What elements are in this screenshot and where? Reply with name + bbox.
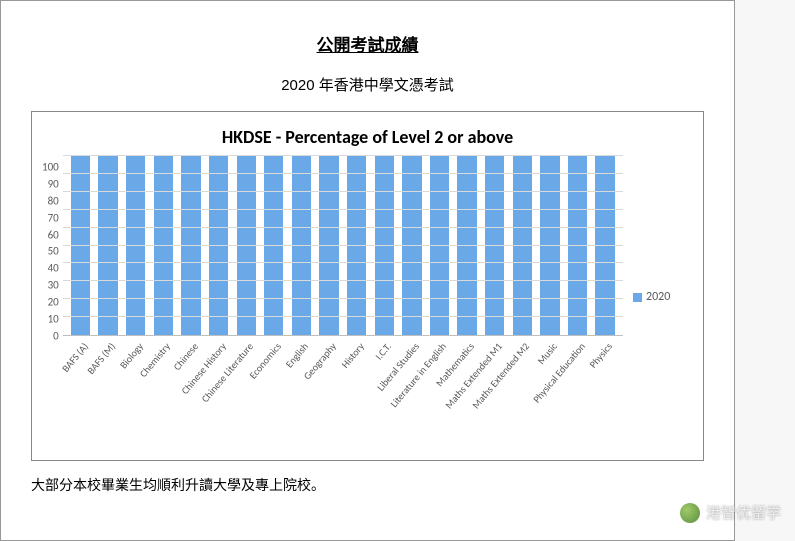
bars-container bbox=[63, 156, 623, 335]
bar bbox=[126, 156, 145, 335]
y-tick-label: 60 bbox=[42, 229, 59, 240]
y-tick-label: 40 bbox=[42, 263, 59, 274]
chart-body: 0 10 20 30 40 50 60 70 80 90 100 BAFS (A)BAFS (M)B… bbox=[42, 156, 693, 438]
bar bbox=[375, 156, 394, 335]
bar-slot bbox=[288, 156, 316, 335]
bar bbox=[513, 156, 532, 335]
footnote-text: 大部分本校畢業生均順利升讀大學及專上院校。 bbox=[31, 475, 704, 495]
y-tick-label: 100 bbox=[42, 162, 59, 173]
chart-grid bbox=[63, 156, 623, 336]
hkdse-chart: HKDSE - Percentage of Level 2 or above 0… bbox=[31, 111, 704, 461]
x-label-slot: Biology bbox=[122, 336, 150, 436]
x-label-slot: English bbox=[288, 336, 316, 436]
gridline bbox=[63, 155, 623, 156]
x-label-slot: Geography bbox=[315, 336, 343, 436]
x-label-slot: BAFS (A) bbox=[67, 336, 95, 436]
plot-area: BAFS (A)BAFS (M)BiologyChemistryChineseC… bbox=[63, 156, 623, 438]
gridline bbox=[63, 173, 623, 174]
y-tick-label: 30 bbox=[42, 280, 59, 291]
gridline bbox=[63, 191, 623, 192]
bar-slot bbox=[343, 156, 371, 335]
plot-column: 0 10 20 30 40 50 60 70 80 90 100 BAFS (A)BAFS (M)B… bbox=[42, 156, 623, 438]
bar bbox=[540, 156, 559, 335]
gridline bbox=[63, 280, 623, 281]
gridline bbox=[63, 316, 623, 317]
x-label-slot: Chinese Literature bbox=[232, 336, 260, 436]
x-label-slot: Chemistry bbox=[150, 336, 178, 436]
y-tick-label: 90 bbox=[42, 178, 59, 189]
x-label-slot: Physics bbox=[591, 336, 619, 436]
y-axis-labels: 0102030405060708090100 bbox=[42, 156, 63, 336]
bar bbox=[71, 156, 90, 335]
bar bbox=[98, 156, 117, 335]
bar-slot bbox=[370, 156, 398, 335]
bar bbox=[237, 156, 256, 335]
y-tick-label: 80 bbox=[42, 195, 59, 206]
watermark-text: 港智优留学 bbox=[706, 502, 781, 523]
gridline bbox=[63, 298, 623, 299]
gridline bbox=[63, 209, 623, 210]
gridline bbox=[63, 227, 623, 228]
bar-slot bbox=[508, 156, 536, 335]
bar-slot bbox=[232, 156, 260, 335]
bar bbox=[209, 156, 228, 335]
bar-slot bbox=[426, 156, 454, 335]
bar-slot bbox=[398, 156, 426, 335]
x-label-slot: BAFS (M) bbox=[94, 336, 122, 436]
bar bbox=[457, 156, 476, 335]
y-tick-label: 20 bbox=[42, 297, 59, 308]
bar bbox=[264, 156, 283, 335]
gridline bbox=[63, 262, 623, 263]
x-axis-labels: BAFS (A)BAFS (M)BiologyChemistryChineseC… bbox=[63, 336, 623, 436]
bar-slot bbox=[315, 156, 343, 335]
legend-item-2020: 2020 bbox=[633, 290, 670, 304]
bar bbox=[154, 156, 173, 335]
x-label-slot: History bbox=[343, 336, 371, 436]
bar-slot bbox=[564, 156, 592, 335]
gridline bbox=[63, 245, 623, 246]
x-label-slot: Maths Extended M2 bbox=[508, 336, 536, 436]
bar-slot bbox=[481, 156, 509, 335]
bar-slot bbox=[67, 156, 95, 335]
x-label-slot: Economics bbox=[260, 336, 288, 436]
chart-legend: 2020 bbox=[623, 156, 693, 438]
document-page: 公開考試成績 2020 年香港中學文憑考試 HKDSE - Percentage… bbox=[0, 0, 735, 541]
x-tick-label: Music bbox=[534, 340, 560, 367]
y-tick-label: 70 bbox=[42, 212, 59, 223]
watermark: 港智优留学 bbox=[680, 502, 781, 523]
bar bbox=[430, 156, 449, 335]
bar bbox=[181, 156, 200, 335]
bar bbox=[347, 156, 366, 335]
bar bbox=[319, 156, 338, 335]
legend-swatch bbox=[633, 293, 642, 302]
bar-slot bbox=[177, 156, 205, 335]
bar bbox=[292, 156, 311, 335]
legend-label: 2020 bbox=[646, 290, 670, 304]
bar-slot bbox=[94, 156, 122, 335]
x-tick-label: History bbox=[338, 340, 367, 371]
bar-slot bbox=[122, 156, 150, 335]
bar-slot bbox=[205, 156, 233, 335]
x-tick-label: I.C.T. bbox=[372, 340, 394, 362]
x-tick-label: Physics bbox=[586, 340, 615, 371]
y-tick-label: 50 bbox=[42, 246, 59, 257]
x-label-slot: Physical Education bbox=[564, 336, 592, 436]
y-tick-label: 10 bbox=[42, 314, 59, 325]
bar-slot bbox=[536, 156, 564, 335]
bar bbox=[402, 156, 421, 335]
bar-slot bbox=[150, 156, 178, 335]
bar-slot bbox=[591, 156, 619, 335]
bar bbox=[485, 156, 504, 335]
bar-slot bbox=[453, 156, 481, 335]
bar bbox=[595, 156, 614, 335]
y-tick-label: 0 bbox=[42, 330, 59, 341]
page-subtitle: 2020 年香港中學文憑考試 bbox=[31, 74, 704, 95]
bar bbox=[568, 156, 587, 335]
page-title: 公開考試成績 bbox=[31, 31, 704, 56]
watermark-logo-icon bbox=[680, 503, 700, 523]
chart-title: HKDSE - Percentage of Level 2 or above bbox=[42, 126, 693, 148]
bar-slot bbox=[260, 156, 288, 335]
